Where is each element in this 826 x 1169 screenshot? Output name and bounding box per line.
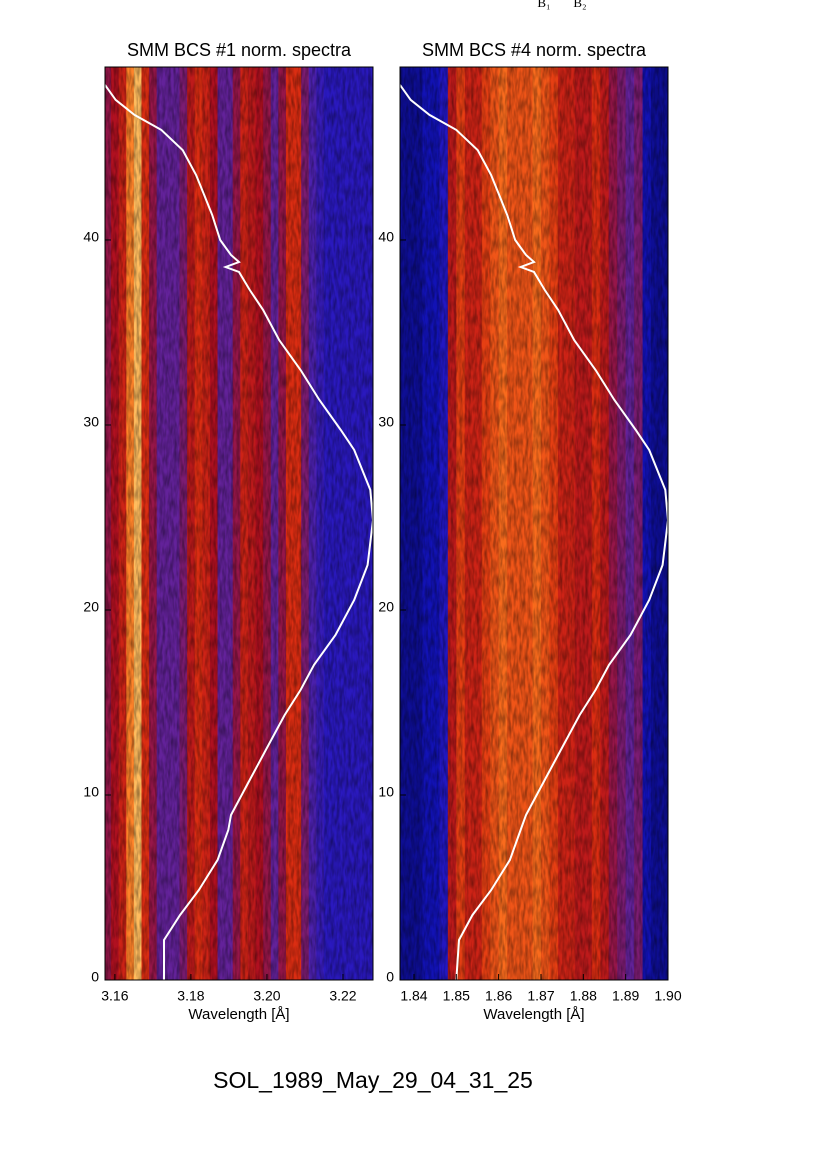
- x-tick-label: 3.16: [101, 988, 128, 1004]
- y-tick-label: 30: [378, 414, 394, 430]
- x-tick-label: 3.22: [329, 988, 356, 1004]
- figure-footer: SOL_1989_May_29_04_31_25: [213, 1067, 533, 1093]
- x-tick-label: 1.87: [527, 988, 554, 1004]
- x-tick-label: 1.90: [654, 988, 681, 1004]
- x-axis-label: Wavelength [Å]: [483, 1006, 584, 1023]
- x-tick-label: 1.85: [443, 988, 470, 1004]
- plot-area: [400, 67, 668, 980]
- x-tick-label: 3.20: [253, 988, 280, 1004]
- x-tick-label: 1.84: [400, 988, 427, 1004]
- x-tick-label: 1.88: [570, 988, 597, 1004]
- x-tick-label: 3.18: [177, 988, 204, 1004]
- texture: [105, 67, 373, 980]
- annotation: B₁: [537, 0, 550, 10]
- y-tick-label: 40: [83, 229, 99, 245]
- light-curve: [400, 84, 668, 980]
- x-tick-label: 1.86: [485, 988, 512, 1004]
- y-tick-label: 10: [378, 784, 394, 800]
- chart-title: SMM BCS #1 norm. spectra: [127, 40, 352, 60]
- axes-frame: [399, 66, 669, 981]
- y-tick-label: 40: [378, 229, 394, 245]
- x-axis-label: Wavelength [Å]: [188, 1006, 289, 1023]
- texture: [400, 67, 668, 980]
- x-tick-label: 1.89: [612, 988, 639, 1004]
- y-tick-label: 30: [83, 414, 99, 430]
- y-tick-label: 0: [386, 969, 394, 985]
- y-tick-label: 20: [378, 599, 394, 615]
- y-tick-label: 20: [83, 599, 99, 615]
- y-tick-label: 0: [91, 969, 99, 985]
- light-curve: [105, 84, 373, 980]
- plot-area: [105, 67, 373, 980]
- annotation: B₂: [573, 0, 586, 10]
- y-tick-label: 10: [83, 784, 99, 800]
- chart-title: SMM BCS #4 norm. spectra: [422, 40, 647, 60]
- axes-frame: [104, 66, 374, 981]
